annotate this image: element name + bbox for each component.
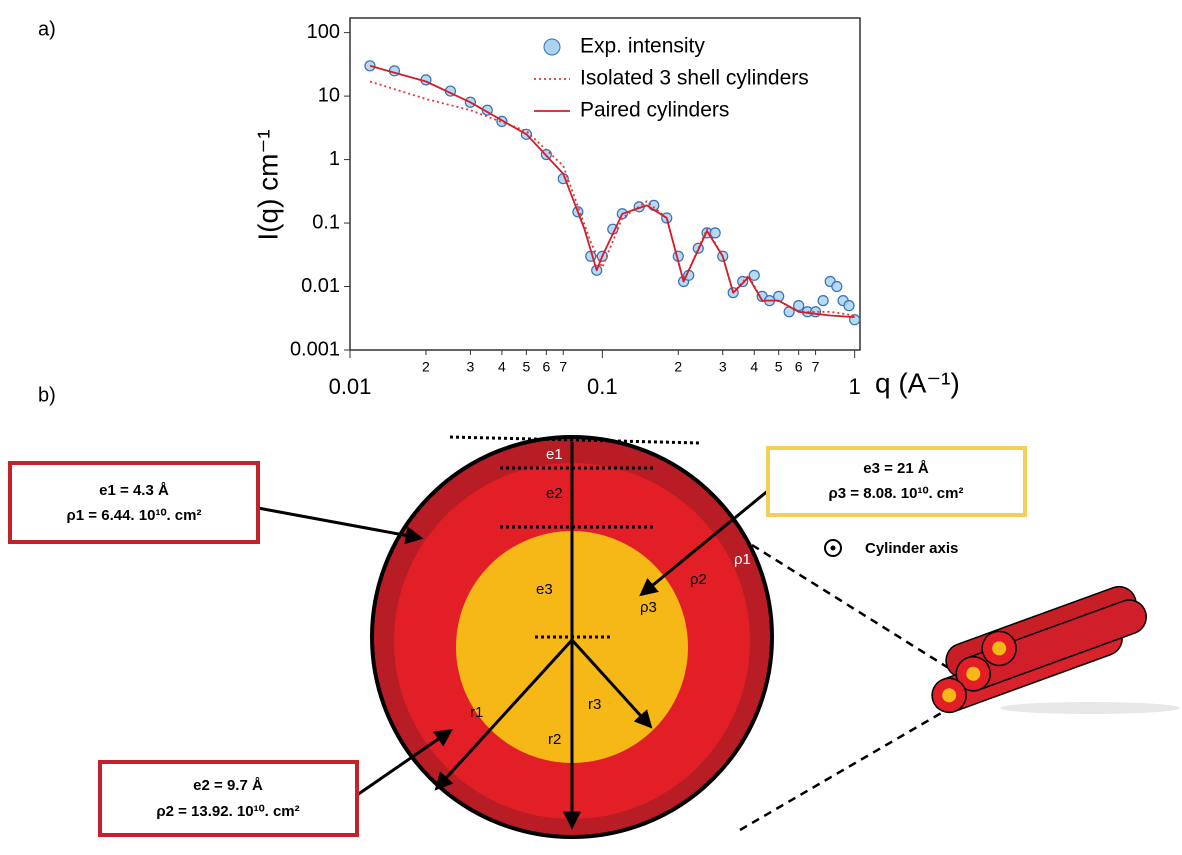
legend-label: Isolated 3 shell cylinders <box>580 67 809 90</box>
density-label: ρ1 <box>734 551 751 568</box>
x-tick-label: 4 <box>750 359 758 375</box>
data-point <box>364 60 376 72</box>
x-tick-label: 0.1 <box>587 374 618 399</box>
data-point <box>817 295 829 307</box>
radius-label: r3 <box>588 696 601 713</box>
x-tick-label: 6 <box>795 359 803 375</box>
data-point <box>843 300 855 312</box>
axis-symbol <box>824 539 842 557</box>
arrows <box>257 442 776 830</box>
x-tick-label: 7 <box>559 359 567 375</box>
box-text: ρ2 = 13.92. 10¹⁰. cm² <box>156 803 299 820</box>
box-text: e3 = 21 Å <box>863 460 929 477</box>
x-tick-label: 6 <box>542 359 550 375</box>
shell-label: e1 <box>546 446 563 463</box>
x-tick-label: 2 <box>674 359 682 375</box>
x-tick-label: 3 <box>466 359 474 375</box>
shell-label: e3 <box>536 581 553 598</box>
zoom-lines <box>739 543 956 832</box>
axis-label: Cylinder axis <box>865 540 958 557</box>
shell-label: e2 <box>546 485 563 502</box>
radius-label: r2 <box>548 731 561 748</box>
data-point <box>748 269 760 281</box>
x-tick-label: 7 <box>812 359 820 375</box>
legend-label: Paired cylinders <box>580 99 729 122</box>
cylinder-bundle <box>931 585 1147 714</box>
y-tick-label: 1 <box>329 148 340 170</box>
x-tick-label: 2 <box>422 359 430 375</box>
info-box <box>98 760 359 837</box>
diagram: e1 e2 e3 ρ1 ρ2 ρ3 r1 r2 r3 e1 = 4.3 Å ρ1… <box>8 435 1180 839</box>
x-tick-label: 4 <box>498 359 506 375</box>
data-point <box>793 300 805 312</box>
panel-label: b) <box>38 384 56 406</box>
legend-marker <box>543 38 561 56</box>
axis-symbol <box>830 545 836 551</box>
density-label: ρ3 <box>640 599 657 616</box>
y-tick-label: 10 <box>318 84 340 106</box>
y-tick-label: 0.1 <box>312 211 340 233</box>
box-text: e2 = 9.7 Å <box>193 777 263 794</box>
box-text: ρ3 = 8.08. 10¹⁰. cm² <box>829 485 964 502</box>
panel-label: a) <box>38 18 56 40</box>
x-tick-label: 0.01 <box>329 374 372 399</box>
radius-label: r1 <box>470 704 483 721</box>
box-text: e1 = 4.3 Å <box>99 482 169 499</box>
y-tick-label: 100 <box>307 21 340 43</box>
data-point <box>737 275 749 288</box>
data-point <box>709 227 721 239</box>
box-text: ρ1 = 6.44. 10¹⁰. cm² <box>67 507 202 524</box>
density-label: ρ2 <box>690 571 707 588</box>
x-tick-label: 5 <box>775 359 783 375</box>
x-axis-label: q (A⁻¹) <box>875 367 960 398</box>
shadow <box>1000 702 1180 714</box>
model-line <box>369 64 855 318</box>
x-tick-label: 1 <box>849 374 861 399</box>
y-axis-label: I(q) cm⁻¹ <box>252 129 283 240</box>
y-tick-label: 0.001 <box>290 338 340 360</box>
info-box <box>766 446 1027 517</box>
plot-frame <box>349 17 861 351</box>
info-box <box>8 461 260 544</box>
x-tick-label: 5 <box>522 359 530 375</box>
y-tick-label: 0.01 <box>301 275 340 297</box>
x-tick-label: 3 <box>719 359 727 375</box>
legend-label: Exp. intensity <box>580 35 705 58</box>
data-point <box>831 280 843 293</box>
